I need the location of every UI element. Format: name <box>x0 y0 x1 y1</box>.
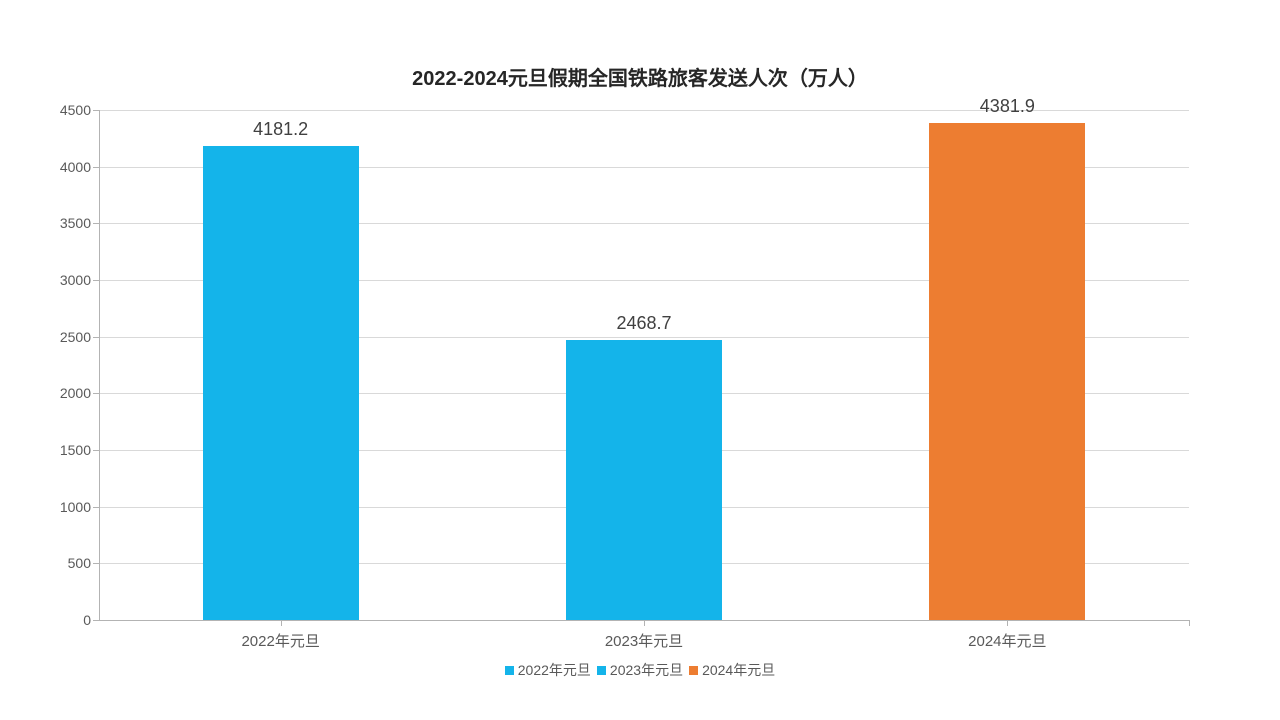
legend-swatch <box>689 666 698 675</box>
chart-title: 2022-2024元旦假期全国铁路旅客发送人次（万人） <box>0 62 1280 91</box>
bar-value-label: 4381.9 <box>980 96 1035 123</box>
x-tick-label: 2024年元旦 <box>968 620 1046 651</box>
legend-item: 2024年元旦 <box>689 660 775 680</box>
bar-value-label: 2468.7 <box>616 313 671 340</box>
y-tick-label: 4000 <box>60 159 99 175</box>
legend-label: 2023年元旦 <box>610 660 683 680</box>
y-tick-label: 4500 <box>60 102 99 118</box>
legend: 2022年元旦 2023年元旦 2024年元旦 <box>0 660 1280 680</box>
x-tick-label: 2023年元旦 <box>605 620 683 651</box>
y-axis-line <box>99 110 100 620</box>
bar <box>929 123 1085 620</box>
y-tick-label: 1000 <box>60 499 99 515</box>
x-tick-mark <box>1189 620 1190 626</box>
y-tick-label: 0 <box>83 612 99 628</box>
y-tick-label: 500 <box>68 555 99 571</box>
legend-label: 2022年元旦 <box>518 660 591 680</box>
bar <box>203 146 359 620</box>
bar-chart: 2022-2024元旦假期全国铁路旅客发送人次（万人） 050010001500… <box>0 0 1280 720</box>
y-tick-label: 3000 <box>60 272 99 288</box>
y-tick-label: 3500 <box>60 215 99 231</box>
legend-label: 2024年元旦 <box>702 660 775 680</box>
y-tick-label: 2000 <box>60 385 99 401</box>
y-tick-label: 1500 <box>60 442 99 458</box>
plot-area: 0500100015002000250030003500400045004181… <box>99 110 1189 620</box>
legend-swatch <box>597 666 606 675</box>
x-tick-label: 2022年元旦 <box>241 620 319 651</box>
legend-item: 2023年元旦 <box>597 660 683 680</box>
bar-value-label: 4181.2 <box>253 119 308 146</box>
legend-item: 2022年元旦 <box>505 660 591 680</box>
bar <box>566 340 722 620</box>
legend-swatch <box>505 666 514 675</box>
y-tick-label: 2500 <box>60 329 99 345</box>
